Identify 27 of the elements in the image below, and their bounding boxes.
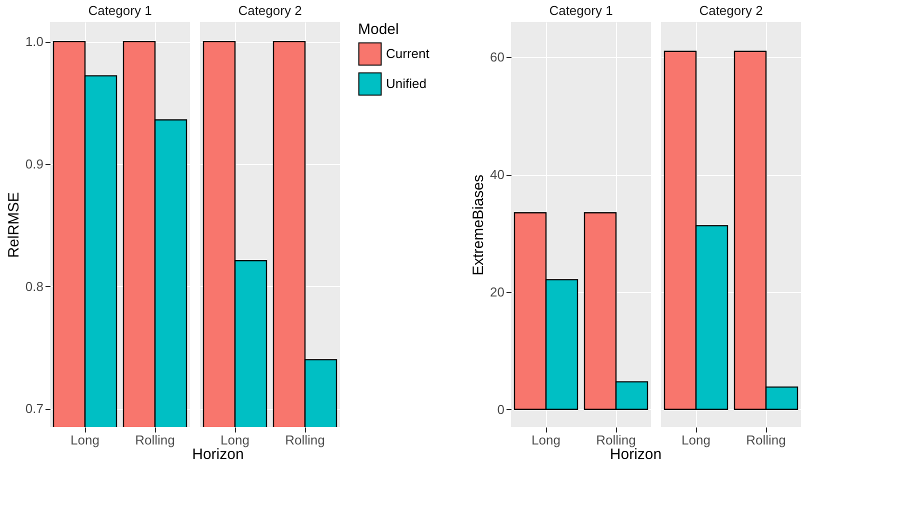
x-tick-label: Rolling	[746, 432, 786, 448]
y-tick-label: 0.7	[25, 401, 44, 416]
x-tick-label: Long	[70, 432, 100, 448]
y-tick-label: 60	[490, 50, 504, 65]
chart-title: Category 1	[88, 3, 152, 18]
chart-title: Category 2	[699, 3, 763, 18]
y-tick-label: 40	[490, 167, 504, 182]
x-tick-label: Rolling	[285, 432, 325, 448]
y-tick-label: 0.9	[25, 156, 44, 172]
chart-title: Category 2	[238, 3, 302, 18]
y-axis-title: ExtremeBiases	[470, 174, 488, 276]
x-tick-label: Rolling	[135, 432, 175, 448]
x-axis-title: Horizon	[610, 446, 662, 463]
y-axis-title: RelRMSE	[5, 192, 22, 258]
y-tick-label: 20	[490, 284, 504, 300]
chart-title: Category 1	[549, 3, 613, 18]
legend-label: Unified	[386, 76, 426, 91]
y-tick-label: 0	[497, 402, 504, 417]
x-tick-label: Long	[682, 432, 710, 448]
x-axis-title: Horizon	[192, 446, 244, 463]
y-tick-label: 0.8	[25, 278, 44, 294]
legend-title: Model	[358, 21, 399, 38]
y-tick-label: 1.0	[25, 34, 44, 50]
x-tick-label: Rolling	[596, 432, 636, 448]
x-tick-label: Long	[532, 432, 560, 448]
x-tick-label: Long	[220, 432, 250, 448]
legend-label: Current	[386, 46, 430, 61]
